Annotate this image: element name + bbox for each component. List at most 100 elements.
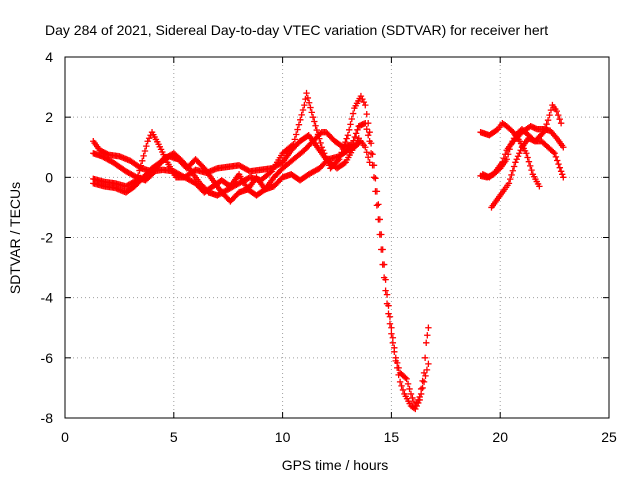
data-point [419, 377, 426, 385]
data-point [516, 150, 523, 157]
x-tick-label: 20 [492, 429, 508, 445]
data-point [423, 366, 431, 374]
data-point [304, 94, 312, 102]
data-marks [90, 89, 567, 413]
data-point [505, 180, 513, 187]
data-point [554, 157, 561, 164]
data-point [557, 119, 565, 127]
data-point [140, 152, 147, 160]
data-point [389, 339, 397, 346]
data-point [509, 167, 517, 174]
data-point [311, 118, 318, 125]
data-point [416, 396, 423, 404]
data-point [541, 124, 549, 132]
data-point [372, 188, 379, 195]
data-point [359, 95, 366, 103]
data-point [525, 158, 533, 165]
data-point [136, 167, 143, 174]
data-point [367, 150, 375, 157]
data-point [509, 138, 516, 145]
data-point [412, 405, 419, 413]
data-point [363, 149, 370, 156]
data-point [363, 110, 370, 118]
data-point [360, 98, 368, 106]
y-tick-label: -2 [41, 230, 54, 246]
data-point [366, 159, 373, 166]
data-point [425, 324, 432, 331]
data-point [288, 142, 296, 149]
data-point [507, 141, 515, 148]
data-point [375, 201, 382, 208]
data-point [143, 142, 150, 150]
data-point [404, 380, 412, 388]
data-point [141, 147, 149, 155]
data-point [345, 126, 353, 134]
data-point [555, 160, 562, 168]
data-point [295, 121, 303, 128]
data-point [514, 153, 522, 160]
data-point [321, 150, 328, 157]
data-point [134, 172, 142, 179]
data-point [423, 339, 430, 346]
data-point [318, 144, 325, 151]
data-point [407, 390, 415, 398]
data-point [409, 394, 416, 402]
data-point [357, 92, 365, 100]
data-point [317, 139, 324, 147]
data-point [297, 116, 304, 123]
x-axis-label: GPS time / hours [282, 457, 389, 473]
data-point [385, 310, 392, 317]
data-point [403, 375, 410, 383]
data-point [290, 141, 297, 148]
data-point [420, 378, 428, 386]
y-tick-label: 4 [45, 49, 53, 65]
data-point [395, 371, 402, 379]
y-axis-label: SDTVAR / TECUs [7, 182, 23, 294]
data-point [364, 132, 372, 139]
data-point [322, 153, 329, 160]
x-tick-label: 25 [601, 429, 617, 445]
data-point [517, 147, 524, 154]
data-point [513, 156, 520, 163]
data-point [382, 287, 389, 294]
data-point [413, 402, 420, 410]
data-point [507, 175, 514, 183]
data-point [145, 135, 153, 142]
data-point [552, 153, 560, 161]
data-point [319, 147, 327, 154]
data-point [362, 101, 369, 109]
data-point [366, 129, 373, 136]
data-point [547, 106, 555, 114]
y-tick-label: -6 [41, 350, 54, 366]
data-point [506, 146, 513, 153]
data-point [410, 398, 418, 406]
data-point [369, 162, 376, 169]
data-point [309, 113, 317, 121]
data-point [424, 332, 431, 339]
data-point [341, 159, 348, 167]
y-tick-label: 0 [45, 169, 53, 185]
data-point [132, 177, 139, 185]
data-point [540, 129, 547, 136]
data-point [362, 144, 369, 151]
data-point [422, 372, 429, 380]
data-point [303, 89, 310, 97]
data-point [399, 386, 407, 394]
data-point [139, 157, 146, 164]
x-tick-label: 5 [170, 429, 178, 445]
data-point [512, 159, 519, 166]
data-point [504, 151, 512, 158]
data-point [294, 126, 301, 133]
y-tick-label: -4 [41, 290, 54, 306]
y-tick-label: -8 [41, 410, 54, 426]
data-point [349, 110, 357, 117]
data-point [398, 382, 405, 390]
data-point [378, 246, 385, 253]
data-point [350, 137, 357, 144]
data-point [144, 138, 151, 145]
data-point [394, 364, 401, 372]
data-point [560, 174, 567, 181]
data-point [373, 202, 381, 209]
data-point [312, 122, 319, 129]
